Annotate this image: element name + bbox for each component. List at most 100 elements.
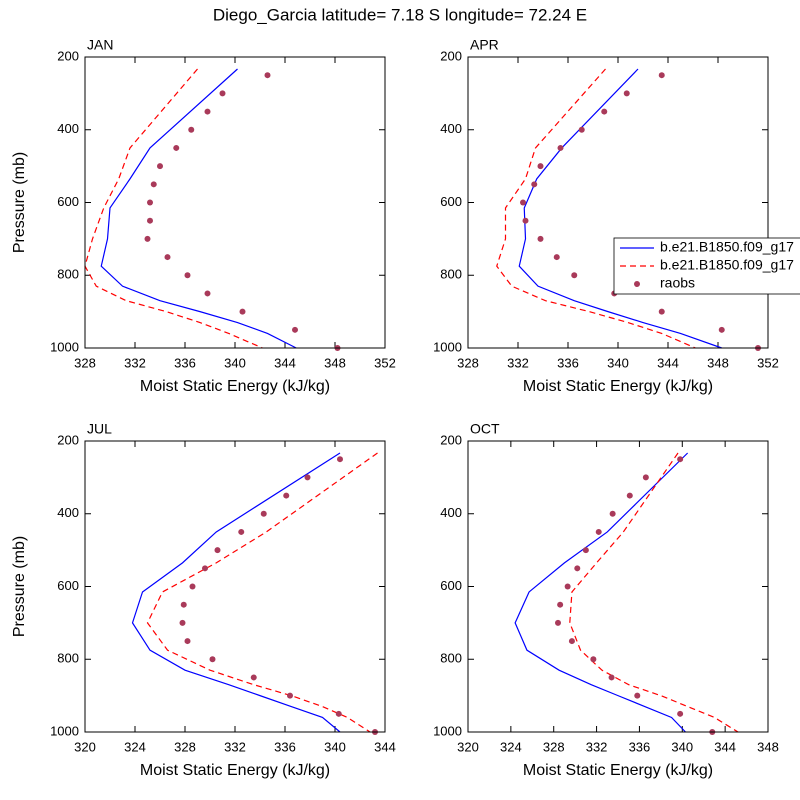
raob-point <box>292 326 298 333</box>
raob-point <box>595 528 602 535</box>
raob-point <box>287 692 293 699</box>
raob-point <box>537 163 544 170</box>
x-tick-label: 320 <box>457 739 479 754</box>
x-axis-label: Moist Static Energy (kJ/kg) <box>140 378 330 395</box>
y-tick-label: 800 <box>440 267 462 282</box>
y-tick-label: 1000 <box>50 723 79 738</box>
y-tick-label: 200 <box>440 48 462 63</box>
y-tick-label: 800 <box>57 267 79 282</box>
raob-point <box>179 619 186 626</box>
raob-point <box>582 547 589 554</box>
panel-title: JAN <box>87 37 113 53</box>
raob-point <box>601 108 608 115</box>
raob-point <box>590 656 597 663</box>
x-tick-label: 344 <box>657 355 679 370</box>
raob-point <box>335 710 342 717</box>
y-tick-label: 600 <box>440 578 462 593</box>
legend-label: b.e21.B1850.f09_g17 <box>660 257 794 273</box>
y-axis-label: Pressure (mb) <box>11 536 28 637</box>
panel-title: APR <box>470 37 499 53</box>
raob-point <box>571 272 578 279</box>
raob-point <box>337 456 343 463</box>
x-tick-label: 348 <box>707 355 729 370</box>
y-tick-label: 1000 <box>433 723 462 738</box>
x-tick-label: 320 <box>74 739 96 754</box>
raob-point <box>147 199 153 206</box>
y-tick-label: 400 <box>57 505 79 520</box>
panel: APR 328 332 336 340 344 348 352 200 400 600 800 1000… <box>433 37 800 395</box>
plot-frame <box>84 440 386 733</box>
x-tick-label: 344 <box>374 739 396 754</box>
raob-point <box>184 272 191 279</box>
x-tick-label: 332 <box>224 739 246 754</box>
x-tick-label: 348 <box>324 355 346 370</box>
panel-title: JUL <box>87 421 112 437</box>
y-tick-label: 800 <box>57 651 79 666</box>
x-tick-label: 340 <box>224 355 246 370</box>
series-line <box>131 452 341 733</box>
raob-point <box>189 583 196 590</box>
raob-point <box>642 474 649 481</box>
y-tick-label: 600 <box>57 194 79 209</box>
y-tick-label: 400 <box>440 121 462 136</box>
raob-point <box>609 510 616 517</box>
raob-point <box>173 144 180 151</box>
raob-point <box>260 510 267 517</box>
y-tick-label: 200 <box>57 48 79 63</box>
raob-point <box>164 254 171 261</box>
x-tick-label: 340 <box>671 739 693 754</box>
x-axis-label: Moist Static Energy (kJ/kg) <box>523 762 713 779</box>
plot-frame <box>84 56 386 349</box>
y-tick-label: 200 <box>57 432 79 447</box>
raob-point <box>144 235 151 242</box>
legend-swatch <box>634 281 640 287</box>
x-tick-label: 352 <box>374 355 396 370</box>
x-tick-label: 328 <box>174 739 196 754</box>
x-tick-label: 344 <box>274 355 296 370</box>
raob-point <box>209 656 216 663</box>
x-tick-label: 328 <box>543 739 565 754</box>
series-line <box>569 452 739 733</box>
series-line <box>514 452 689 733</box>
series-line <box>100 68 297 349</box>
raob-point <box>568 638 575 645</box>
y-tick-label: 600 <box>57 578 79 593</box>
raob-point <box>677 710 684 717</box>
x-tick-label: 332 <box>586 739 608 754</box>
plot-frame <box>467 440 769 733</box>
x-tick-label: 344 <box>714 739 736 754</box>
panel-title: OCT <box>470 421 500 437</box>
x-tick-label: 336 <box>174 355 196 370</box>
x-tick-label: 340 <box>607 355 629 370</box>
y-tick-label: 1000 <box>50 339 79 354</box>
y-tick-label: 800 <box>440 651 462 666</box>
series-line <box>146 452 378 733</box>
raob-point <box>623 90 630 97</box>
x-tick-label: 336 <box>274 739 296 754</box>
panel: JUL 320 324 328 332 336 340 344 200 400 600 800 1000… <box>11 421 396 780</box>
raob-point <box>150 181 157 188</box>
plot-frame <box>467 56 769 349</box>
raob-point <box>555 619 561 626</box>
raob-point <box>634 692 641 699</box>
x-tick-label: 340 <box>324 739 346 754</box>
raob-point <box>219 90 226 97</box>
raob-point <box>214 547 221 554</box>
x-tick-label: 324 <box>500 739 522 754</box>
y-tick-label: 400 <box>440 505 462 520</box>
raob-point <box>239 308 246 315</box>
panel: JAN 328 332 336 340 344 348 352 200 400 600 800 1000… <box>11 37 396 396</box>
raob-point <box>557 144 564 151</box>
raob-point <box>283 492 290 499</box>
raob-point <box>608 674 615 681</box>
raob-point <box>658 72 665 79</box>
y-tick-label: 600 <box>440 194 462 209</box>
raob-point <box>520 199 526 206</box>
figure-title: Diego_Garcia latitude= 7.18 S longitude=… <box>213 5 587 24</box>
raob-point <box>184 638 191 645</box>
raob-point <box>677 456 684 463</box>
raob-point <box>304 474 311 481</box>
x-tick-label: 348 <box>757 739 779 754</box>
raob-point <box>553 254 560 261</box>
